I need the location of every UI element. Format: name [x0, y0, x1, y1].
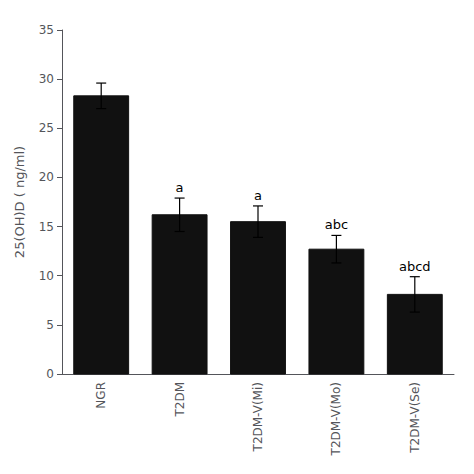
svg-text:25: 25 — [39, 121, 54, 135]
svg-text:20: 20 — [39, 170, 54, 184]
svg-text:a: a — [254, 188, 262, 203]
svg-text:15: 15 — [39, 220, 54, 234]
svg-text:a: a — [176, 180, 184, 195]
svg-text:abcd: abcd — [399, 259, 431, 274]
svg-text:0: 0 — [46, 367, 54, 381]
svg-text:T2DM-V(Mo): T2DM-V(Mo) — [329, 382, 343, 456]
svg-text:5: 5 — [46, 318, 54, 332]
svg-text:NGR: NGR — [94, 382, 108, 409]
svg-text:T2DM: T2DM — [173, 382, 187, 418]
svg-text:abc: abc — [325, 217, 348, 232]
svg-text:30: 30 — [39, 72, 54, 86]
svg-text:10: 10 — [39, 269, 54, 283]
svg-text:25(OH)D ( ng/ml): 25(OH)D ( ng/ml) — [12, 146, 27, 258]
svg-text:T2DM-V(Se): T2DM-V(Se) — [408, 382, 422, 454]
svg-text:35: 35 — [39, 23, 54, 37]
svg-text:T2DM-V(Mi): T2DM-V(Mi) — [251, 382, 265, 452]
